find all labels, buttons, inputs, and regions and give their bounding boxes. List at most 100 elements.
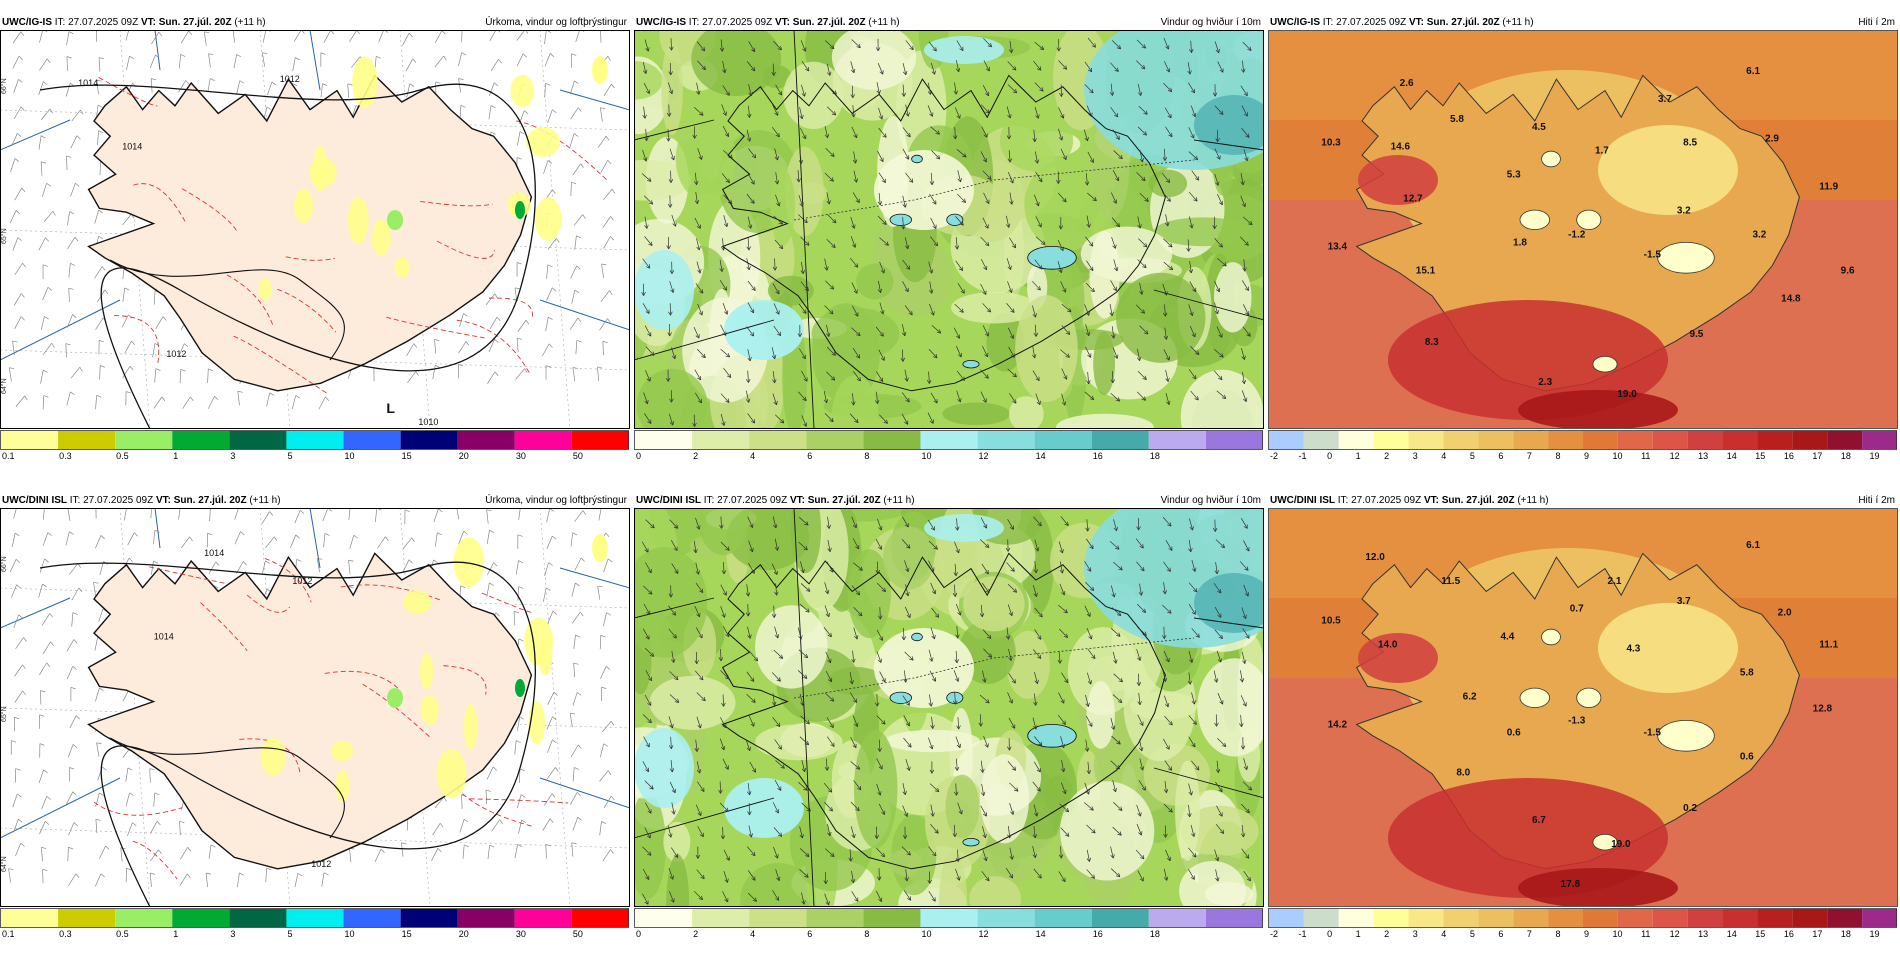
isobar-label: 1014 — [122, 142, 142, 152]
glacier-cold-zone — [1577, 210, 1601, 229]
colorbar-tick-label: 15 — [1755, 451, 1765, 461]
glacier-gust-zone — [890, 692, 912, 703]
colorbar-tick-label: 5 — [1470, 929, 1475, 939]
colorbar-tick-label: 5 — [287, 451, 292, 461]
colorbar-tick-label: 9 — [1584, 929, 1589, 939]
header-vt-value: Sun. 27.júl. 20Z — [174, 495, 247, 506]
header-model: UWC/DINI ISL — [636, 495, 701, 506]
isobar-label: 1014 — [154, 632, 174, 642]
header-vt-value: Sun. 27.júl. 20Z — [1442, 495, 1515, 506]
colorbar-swatch — [1339, 431, 1374, 449]
colorbar-tick-label: 0.3 — [59, 929, 72, 939]
colorbar-swatch — [635, 431, 692, 449]
temperature-value-label: 2.3 — [1538, 377, 1552, 388]
strong-wind-zone-sw — [724, 300, 804, 360]
colorbar-swatch — [1304, 431, 1339, 449]
colorbar-swatch — [1304, 909, 1339, 927]
glacier-cold-zone — [1542, 151, 1561, 167]
map-area[interactable] — [634, 30, 1264, 429]
colorbar-tick-label: 13 — [1698, 451, 1708, 461]
colorbar-swatch — [1374, 909, 1409, 927]
temperature-value-label: 4.3 — [1626, 644, 1640, 655]
header-vt-label: VT: — [141, 17, 156, 28]
temperature-value-label: 0.2 — [1683, 803, 1697, 814]
glacier-gust-zone — [963, 838, 979, 846]
colorbar-swatch — [1548, 431, 1583, 449]
colorbar-swatch — [1269, 909, 1304, 927]
colorbar-tick-label: 12 — [979, 451, 989, 461]
temperature-value-label: 12.0 — [1365, 552, 1385, 563]
run-info: UWC/IG-IS IT: 27.07.2025 09Z VT: Sun. 27… — [2, 15, 266, 30]
temperature-value-label: 9.5 — [1689, 329, 1703, 340]
colorbar-swatch — [1583, 909, 1618, 927]
colorbar-swatch — [806, 431, 863, 449]
temperature-value-label: 14.0 — [1378, 640, 1398, 651]
glacier-cold-zone — [1542, 629, 1561, 645]
temperature-value-label: 4.5 — [1532, 122, 1546, 133]
panel-header: UWC/IG-IS IT: 27.07.2025 09Z VT: Sun. 27… — [634, 15, 1264, 30]
colorbar-swatch — [1035, 909, 1092, 927]
temperature-map-panel-ig: UWC/IG-IS IT: 27.07.2025 09Z VT: Sun. 27… — [1268, 15, 1898, 477]
colorbar-swatch — [1618, 909, 1653, 927]
header-lead: (+11 h) — [1502, 17, 1533, 28]
map-title: Vindur og hviður í 10m — [1161, 493, 1261, 508]
colorbar-tick-label: 2 — [1384, 929, 1389, 939]
colorbar-tick-label: 0.1 — [2, 929, 15, 939]
colorbar-swatch — [344, 431, 401, 449]
temperature-value-label: 19.0 — [1617, 389, 1637, 400]
colorbar-tick-label: 6 — [807, 451, 812, 461]
colorbar-tick-label: 17 — [1812, 929, 1822, 939]
header-it: IT: 27.07.2025 09Z — [55, 17, 138, 28]
glacier-cold-zone — [1577, 688, 1601, 707]
colorbar-tick-label: 15 — [1755, 929, 1765, 939]
colorbar-tick-label: 2 — [693, 929, 698, 939]
colorbar-tick-label: 3 — [1413, 929, 1418, 939]
colorbar-swatch — [1653, 431, 1688, 449]
temperature-value-label: 13.4 — [1328, 242, 1348, 253]
header-vt-value: Sun. 27.júl. 20Z — [159, 17, 232, 28]
colorbar-swatch — [978, 431, 1035, 449]
low-pressure-marker: L — [386, 400, 395, 416]
colorbar-tick-label: 5 — [1470, 451, 1475, 461]
colorbar-swatch — [1478, 909, 1513, 927]
colorbar-tick-label: 14 — [1036, 451, 1046, 461]
colorbar-tick-label: 50 — [573, 929, 583, 939]
colorbar-tick-label: 10 — [1613, 451, 1623, 461]
temperature-value-label: 11.1 — [1819, 640, 1838, 651]
colorbar-tick-label: 20 — [459, 929, 469, 939]
colorbar-swatch — [1478, 431, 1513, 449]
map-title: Hiti í 2m — [1858, 15, 1895, 30]
isobar-label: 1010 — [418, 417, 438, 427]
colorbar-tick-label: 4 — [750, 929, 755, 939]
colorbar-swatch — [692, 909, 749, 927]
map-area[interactable] — [634, 508, 1264, 907]
colorbar-tick-label: 15 — [402, 929, 412, 939]
temperature-value-label: 6.1 — [1746, 540, 1760, 551]
colorbar-swatch — [172, 431, 229, 449]
colorbar-swatch — [515, 909, 572, 927]
colorbar-tick-label: 0 — [636, 451, 641, 461]
colorbar-swatch — [401, 909, 458, 927]
colorbar-swatch — [1862, 431, 1897, 449]
temperature-value-label: 5.3 — [1507, 170, 1521, 181]
colorbar-tick-label: 0 — [1327, 451, 1332, 461]
colorbar-tick-label: 1 — [1356, 929, 1361, 939]
colorbar-tick-label: 10 — [345, 451, 355, 461]
colorbar-tick-label: 4 — [1441, 929, 1446, 939]
colorbar-tick-label: 8 — [864, 451, 869, 461]
colorbar-swatch — [115, 431, 172, 449]
map-title: Vindur og hviður í 10m — [1161, 15, 1261, 30]
colorbar-swatch — [1757, 431, 1792, 449]
temperature-value-label: 3.2 — [1677, 206, 1691, 217]
colorbar-tick-label: 1 — [173, 451, 178, 461]
temperature-value-label: 19.0 — [1611, 839, 1631, 850]
colorbar-swatch — [1035, 431, 1092, 449]
colorbar-tick-label: 7 — [1527, 451, 1532, 461]
colorbar-tick-label: 8 — [1555, 929, 1560, 939]
colorbar-swatch — [1618, 431, 1653, 449]
latitude-label: 66°N — [0, 78, 8, 94]
